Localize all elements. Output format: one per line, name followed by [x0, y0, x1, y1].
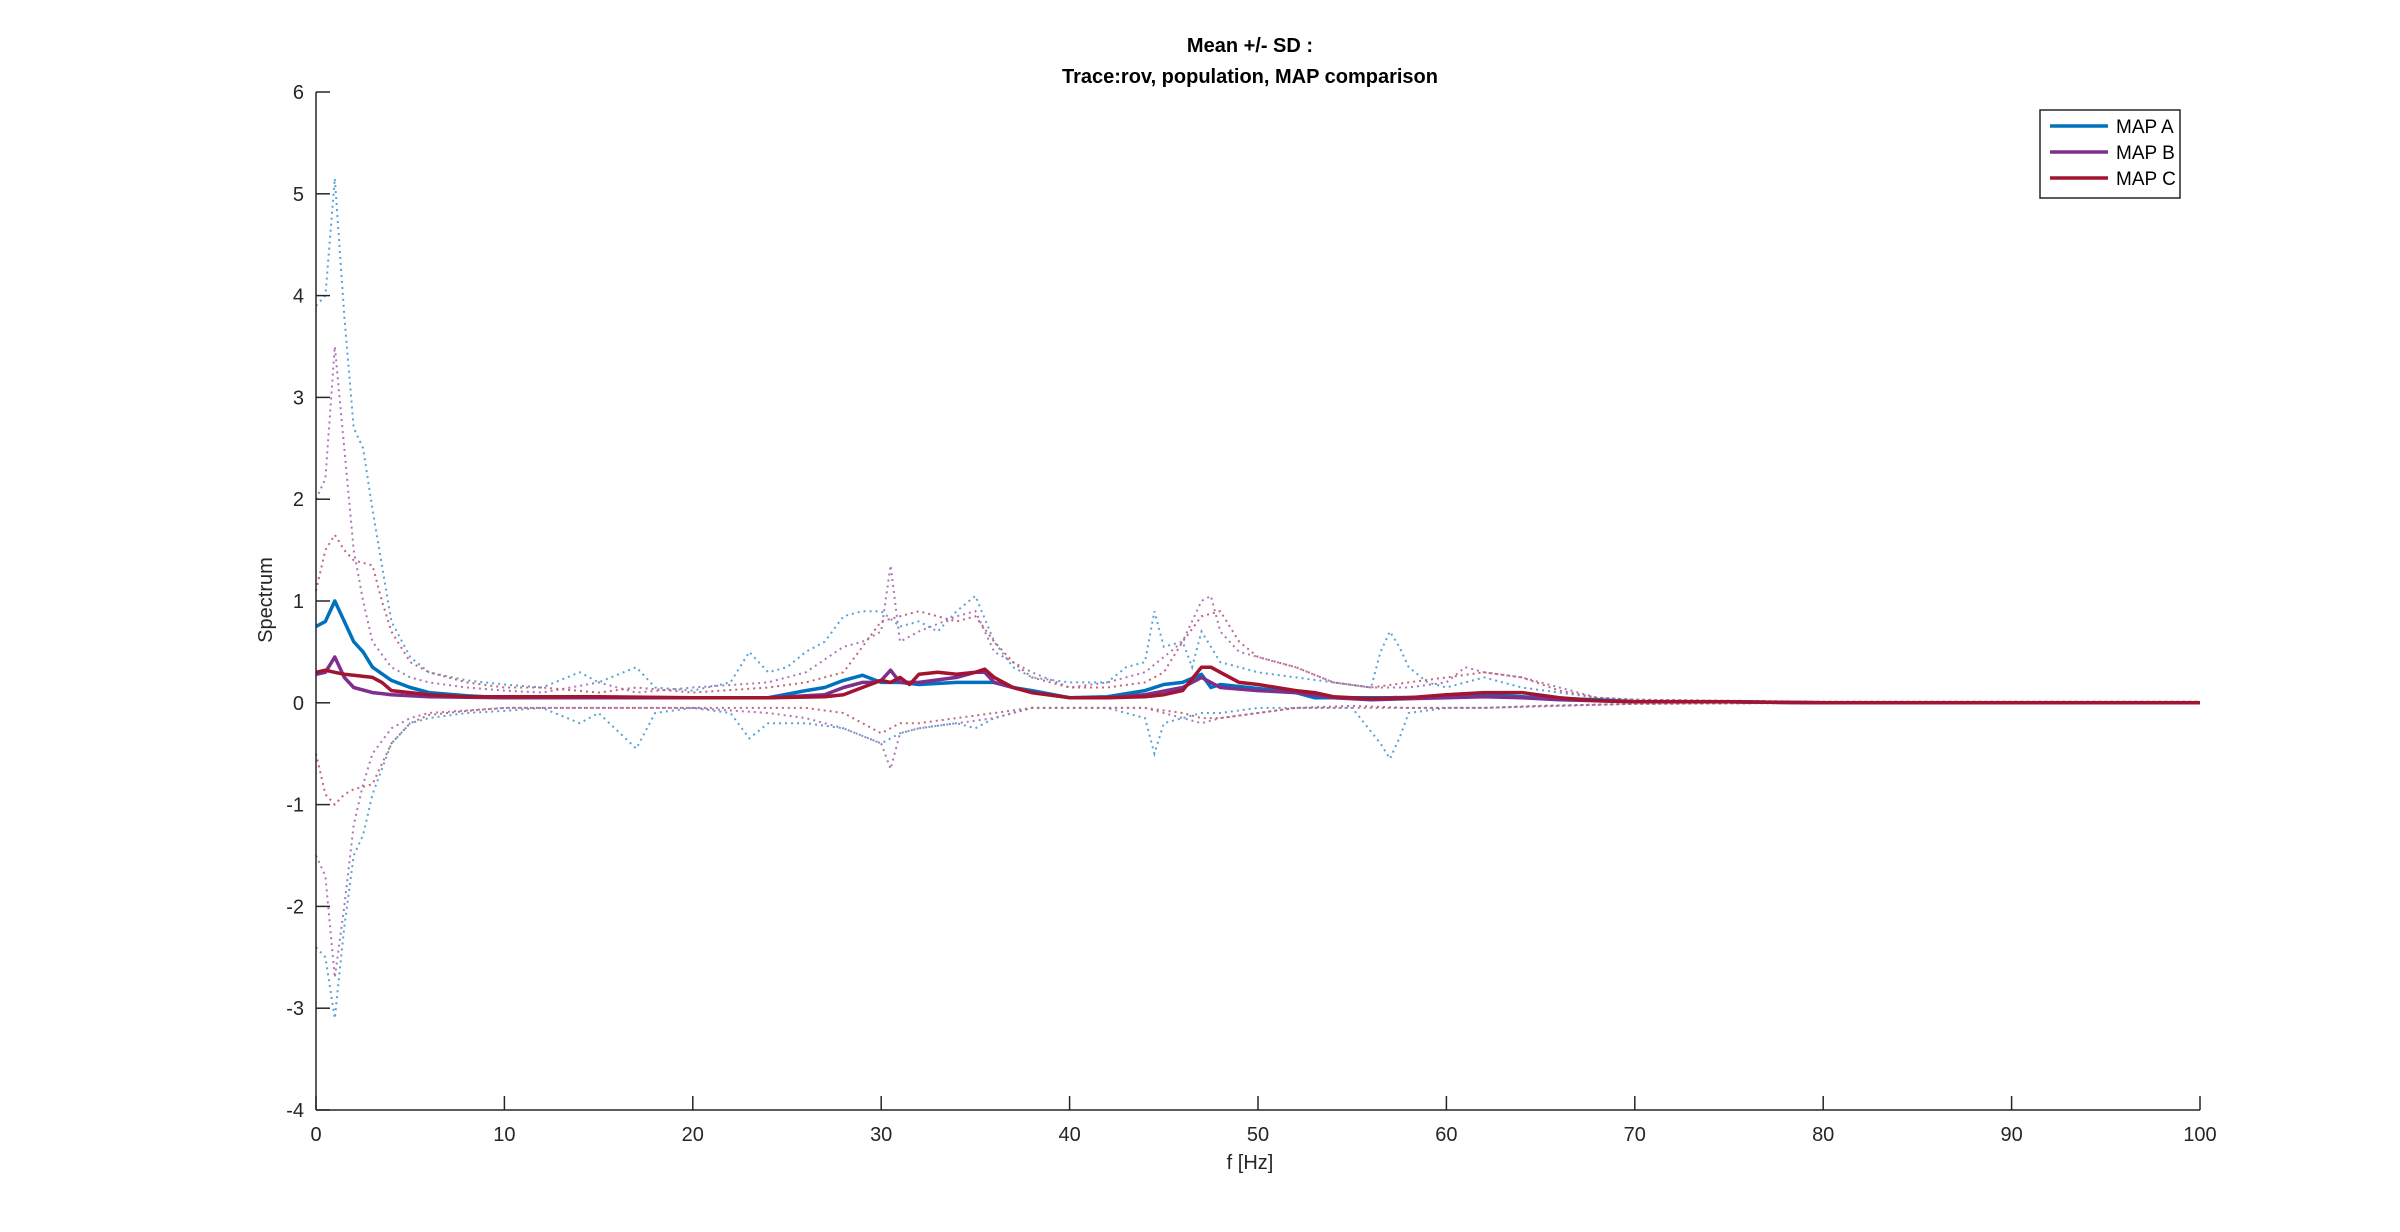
axes: 0 10 20 30 40 50 60 70 80 90 100 -4 -3 -2 -1 0 1 2 3 4 5 6 [286, 82, 2216, 1146]
legend-label-map-c: MAP C [2116, 169, 2176, 190]
map-b-lower-sd-line [315, 701, 2200, 978]
legend-label-map-b: MAP B [2116, 143, 2175, 164]
sd-lines [315, 178, 2200, 1019]
map-b-upper-sd-line [315, 346, 2200, 703]
y-tick-label: -2 [286, 896, 304, 918]
y-tick-label: 5 [293, 184, 304, 206]
x-tick-label: 60 [1435, 1124, 1457, 1146]
x-tick-label: 70 [1624, 1124, 1646, 1146]
legend: MAP A MAP B MAP C [2039, 109, 2181, 199]
x-tick-label: 40 [1058, 1124, 1080, 1146]
x-tick-label: 50 [1247, 1124, 1269, 1146]
y-axis-label: Spectrum [255, 557, 277, 643]
x-tick-label: 100 [2183, 1124, 2216, 1146]
plot-area [315, 178, 2200, 1019]
mean-lines [315, 599, 2200, 705]
x-tick-label: 90 [2000, 1124, 2022, 1146]
y-tick-label: -4 [286, 1100, 304, 1122]
y-tick-label: -3 [286, 998, 304, 1020]
y-tick-label: 1 [293, 591, 304, 613]
y-tick-label: -1 [286, 795, 304, 817]
y-tick-label: 3 [293, 387, 304, 409]
map-a-upper-sd-line [315, 178, 2200, 703]
legend-label-map-a: MAP A [2116, 117, 2174, 138]
x-tick-label: 30 [870, 1124, 892, 1146]
x-axis-label: f [Hz] [1227, 1152, 1274, 1174]
y-tick-label: 6 [293, 82, 304, 104]
y-tick-label: 0 [293, 693, 304, 715]
x-tick-label: 10 [493, 1124, 515, 1146]
map-c-mean-line [315, 665, 2200, 705]
x-tick-label: 20 [682, 1124, 704, 1146]
chart-subtitle: Trace:rov, population, MAP comparison [1062, 66, 1438, 88]
chart-title: Mean +/- SD : [1187, 35, 1313, 57]
y-tick-label: 2 [293, 489, 304, 511]
y-tick-label: 4 [293, 286, 304, 308]
x-tick-label: 0 [310, 1124, 321, 1146]
x-tick-label: 80 [1812, 1124, 1834, 1146]
map-c-upper-sd-line [315, 532, 2200, 703]
